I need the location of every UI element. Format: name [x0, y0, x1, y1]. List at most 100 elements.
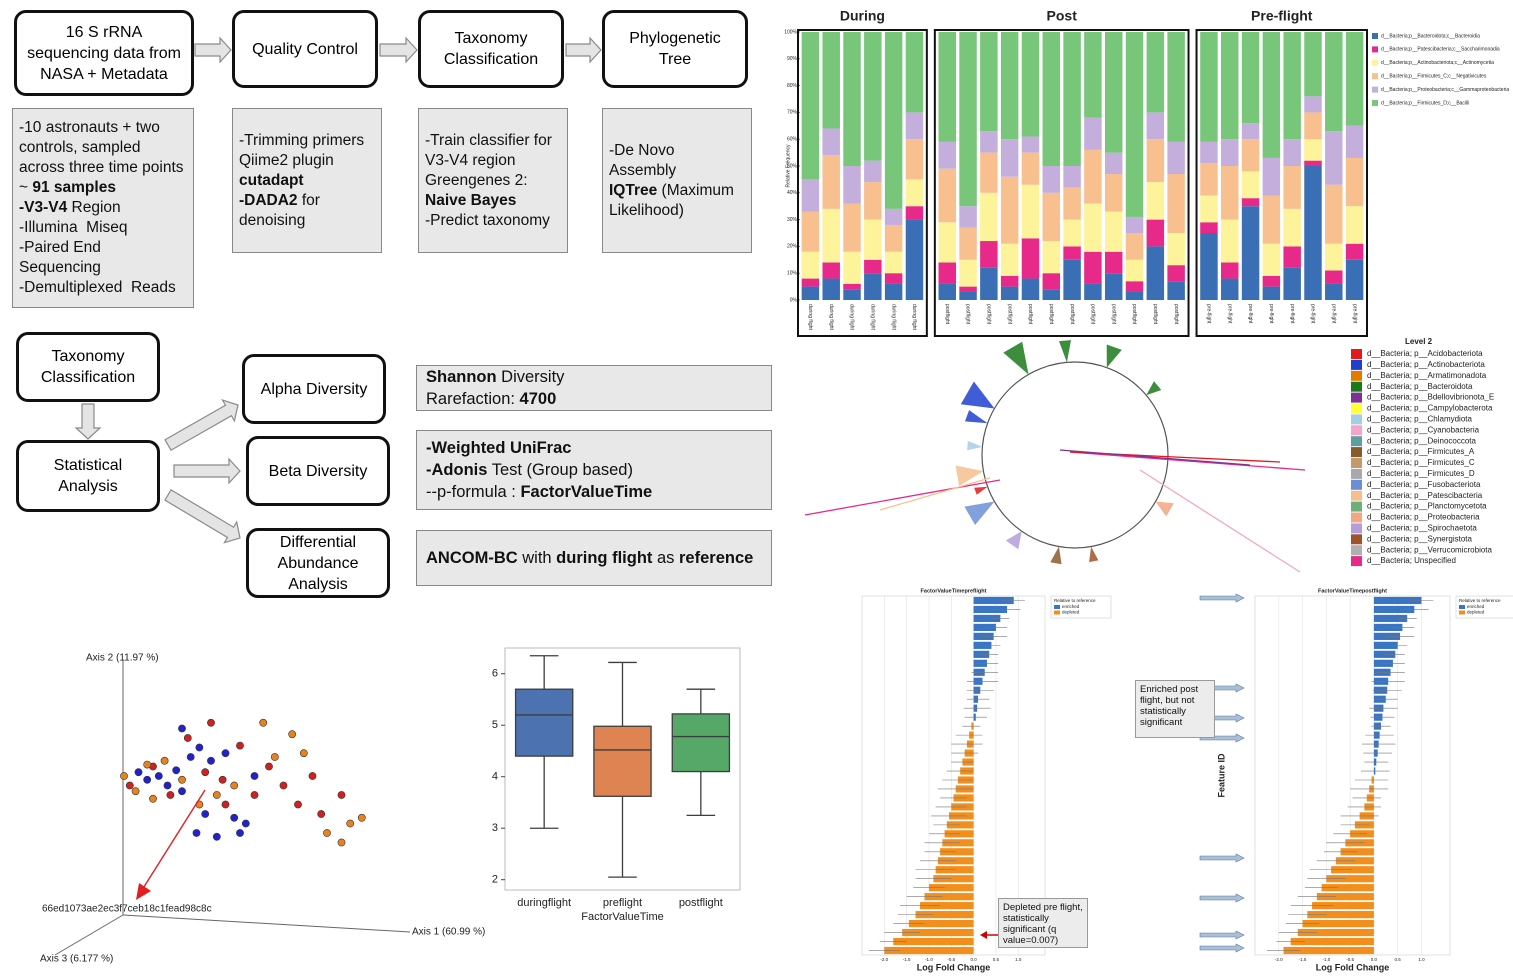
detail-line: -DADA2 for denoising [239, 191, 375, 231]
bar-segment [1104, 251, 1123, 274]
bar-segment [1262, 157, 1281, 196]
point [183, 734, 192, 742]
detail-line: IQTree (Maximum Likelihood) [609, 181, 745, 221]
bar-segment [1084, 251, 1102, 284]
bar [928, 884, 974, 892]
axis-label: Axis 2 (11.97 %) [86, 653, 159, 664]
bar-segment [1021, 278, 1040, 300]
bar-segment [1241, 198, 1260, 207]
y-tick-label: 50% [787, 163, 798, 169]
bar [1373, 650, 1396, 658]
bar-segment [1042, 289, 1061, 300]
biplot-arrowhead [136, 883, 151, 900]
tree-clade [955, 465, 984, 487]
step-box: 16 S rRNA sequencing data from NASA + Me… [14, 10, 194, 96]
bar-segment [1345, 259, 1364, 300]
legend-label: d__Bacteria; p__Chlamydiota [1367, 415, 1473, 424]
legend-label: d__Bacteria; p__Actinobacteriota [1367, 360, 1485, 369]
detail-text: Rarefaction: [426, 390, 520, 408]
y-tick-label: 0% [790, 297, 798, 303]
bar-segment [1325, 243, 1343, 271]
step-box: Quality Control [232, 10, 378, 88]
legend-swatch [1351, 501, 1362, 512]
point [221, 800, 230, 809]
tree-clade [1146, 381, 1162, 396]
plot-frame [1254, 595, 1451, 956]
legend-swatch [1351, 403, 1362, 414]
detail-text: -Illumina Miseq [19, 219, 128, 236]
bar [1373, 623, 1403, 632]
detail-line: -Paired End Sequencing [19, 238, 187, 278]
bar-segment [1042, 166, 1061, 193]
bar-segment [1262, 32, 1281, 158]
detail-line: -Train classifier for V3-V4 region Green… [425, 131, 561, 211]
bar [884, 946, 974, 955]
tree-clade [1089, 546, 1099, 563]
step-details: -De Novo Assembly IQTree (Maximum Likelih… [602, 108, 752, 253]
legend-title: Level 2 [1405, 337, 1433, 346]
bar-segment [1000, 176, 1019, 244]
bar-segment [1325, 131, 1343, 185]
point [201, 768, 210, 777]
tree-clade [1005, 531, 1022, 550]
detail-text: Test (Group based) [487, 461, 633, 479]
legend-frame [1455, 595, 1513, 619]
bar-segment [1146, 182, 1165, 220]
point [134, 768, 143, 777]
x-tick-label: 1.0 [1015, 957, 1022, 962]
bar [1290, 937, 1374, 946]
point [265, 762, 273, 771]
legend-label: d__Bacteria; p__Firmicutes_C [1367, 458, 1475, 467]
detail-text: --p-formula : [426, 483, 521, 501]
bar-segment [1283, 139, 1301, 166]
detail-text: -Adonis [426, 461, 488, 479]
bar-segment [1104, 211, 1123, 252]
bar-segment [1200, 233, 1218, 300]
detail-text: Shannon [426, 368, 497, 386]
tree-clade [1155, 501, 1174, 517]
legend-label: d__Bacteria; p__Planctomycetota [1367, 502, 1487, 511]
detail-line: -Adonis Test (Group based) [426, 459, 762, 481]
box [593, 725, 652, 797]
bar-segment [1167, 174, 1185, 233]
x-axis-label: FactorValueTime [581, 911, 664, 923]
annotation-arrowhead [980, 931, 987, 939]
x-tick-label: -0.5 [1346, 957, 1354, 962]
legend-label: d__Bacteria; p__Deinococcota [1367, 436, 1477, 445]
detail-text: cutadapt [239, 171, 304, 189]
x-tick-label: 1.0 [1418, 957, 1425, 962]
point [250, 772, 259, 780]
legend-swatch [1351, 349, 1362, 359]
legend-label: enriched [1062, 604, 1080, 609]
bar [1326, 875, 1374, 883]
legend-swatch [1351, 414, 1362, 425]
bar-segment [1146, 139, 1165, 183]
bar-segment [1241, 206, 1260, 300]
detail-text: -De Novo Assembly [609, 141, 678, 179]
tree-clade [967, 440, 983, 451]
tree-clade [964, 501, 995, 525]
bar-segment [801, 286, 820, 300]
legend-swatch [1351, 534, 1362, 545]
bar-segment [1262, 275, 1281, 287]
bar-segment [884, 32, 903, 209]
bar-segment [1262, 286, 1281, 300]
detail-text: IQTree [609, 181, 658, 199]
bar-segment [1063, 166, 1081, 188]
group-frame [933, 29, 1190, 337]
bar [1283, 946, 1374, 955]
tree-clade [1059, 340, 1071, 363]
flow-arrow [164, 489, 241, 544]
legend-swatch [1351, 447, 1362, 458]
bar-segment [1021, 32, 1040, 137]
bar-segment [1241, 171, 1260, 199]
x-tick-label: postflight [1110, 304, 1116, 325]
bar-segment [1325, 32, 1343, 132]
detail-text: -Paired End Sequencing [19, 239, 106, 276]
point [178, 724, 186, 733]
bar-segment [1000, 286, 1019, 300]
step-details: -10 astronauts + two controls, sampled a… [12, 108, 194, 308]
tree-clade [960, 381, 995, 409]
tree-branch [1069, 451, 1306, 471]
